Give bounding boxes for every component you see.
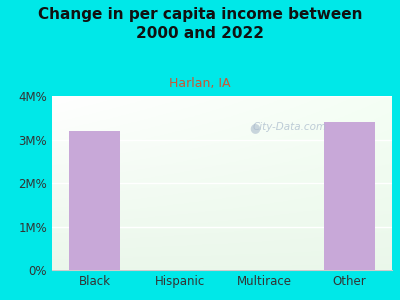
Text: ●: ● (249, 121, 260, 134)
Text: Harlan, IA: Harlan, IA (169, 76, 231, 89)
Bar (69, 131, 120, 270)
Text: Change in per capita income between
2000 and 2022: Change in per capita income between 2000… (38, 8, 362, 41)
Bar (324, 122, 375, 270)
Text: City-Data.com: City-Data.com (253, 122, 327, 132)
